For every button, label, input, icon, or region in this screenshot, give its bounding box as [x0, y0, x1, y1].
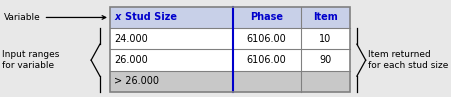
Bar: [110, 71, 349, 92]
Text: > 26.000: > 26.000: [114, 76, 159, 87]
Text: Variable: Variable: [4, 13, 106, 22]
Text: 24.000: 24.000: [114, 34, 148, 44]
Bar: [110, 7, 349, 92]
Text: 6106.00: 6106.00: [246, 34, 286, 44]
Bar: [110, 49, 349, 71]
Text: Phase: Phase: [250, 12, 283, 23]
Bar: [110, 28, 349, 49]
Text: 90: 90: [318, 55, 331, 65]
Text: 6106.00: 6106.00: [246, 55, 286, 65]
Text: Item returned
for each stud size: Item returned for each stud size: [367, 50, 447, 70]
Text: Item: Item: [312, 12, 337, 23]
Text: Input ranges
for variable: Input ranges for variable: [2, 50, 59, 70]
Bar: [110, 7, 349, 28]
Text: 10: 10: [318, 34, 331, 44]
Text: Stud Size: Stud Size: [125, 12, 177, 23]
Text: 26.000: 26.000: [114, 55, 148, 65]
Text: x: x: [114, 12, 120, 23]
